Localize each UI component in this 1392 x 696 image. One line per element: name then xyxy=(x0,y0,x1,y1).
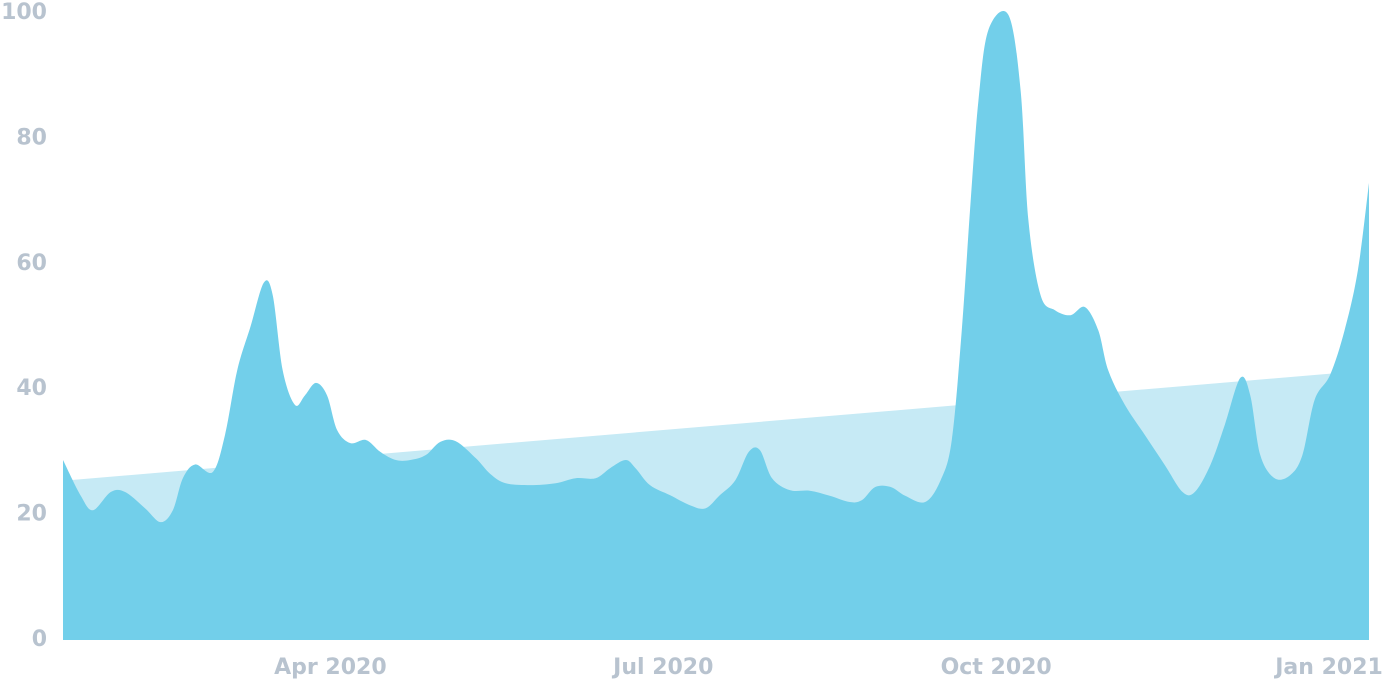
y-tick-label: 20 xyxy=(16,502,47,527)
y-tick-label: 0 xyxy=(32,627,47,652)
x-tick-label: Apr 2020 xyxy=(274,655,387,680)
y-tick-label: 60 xyxy=(16,251,47,276)
y-tick-label: 100 xyxy=(1,0,47,25)
area xyxy=(63,10,1369,641)
y-tick-label: 80 xyxy=(16,125,47,150)
y-tick-label: 40 xyxy=(16,376,47,401)
x-tick-label: Oct 2020 xyxy=(941,655,1052,680)
x-tick-label: Jan 2021 xyxy=(1273,655,1383,680)
x-tick-label: Jul 2020 xyxy=(611,655,713,680)
